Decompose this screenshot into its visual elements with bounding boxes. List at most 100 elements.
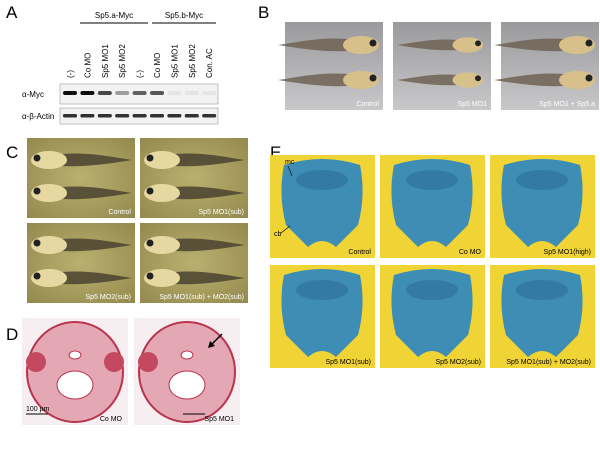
body: [144, 236, 180, 254]
eye: [585, 74, 593, 82]
cartilage-shade: [296, 170, 348, 190]
band: [167, 91, 182, 95]
eye: [146, 154, 154, 162]
band: [80, 114, 95, 118]
photo: [140, 138, 248, 218]
body: [452, 72, 484, 88]
tail: [175, 153, 245, 167]
body: [559, 36, 595, 54]
band: [97, 114, 112, 118]
band: [132, 91, 147, 95]
caption: Co MO: [459, 249, 482, 256]
eye-section: [138, 352, 158, 372]
annotation: mc: [285, 159, 295, 166]
caption: Sp5 MO1(sub): [198, 209, 244, 216]
lane-label: (-): [136, 70, 145, 78]
caption: Sp5 MO1(sub) + MO2(sub): [506, 359, 591, 366]
caption: Sp5 MO2(sub): [435, 359, 481, 366]
tadpole: [397, 37, 484, 53]
cartilage-shade: [516, 280, 568, 300]
tadpole: [144, 236, 245, 254]
tadpole: [278, 71, 379, 89]
panel-letter: A: [6, 3, 18, 22]
body: [144, 151, 180, 169]
tadpole: [31, 151, 132, 169]
eye: [585, 39, 593, 47]
body: [343, 36, 379, 54]
band: [115, 91, 130, 95]
body: [452, 37, 484, 53]
tadpole: [494, 36, 595, 54]
band: [63, 114, 77, 118]
lumen: [56, 370, 94, 400]
photo: [285, 22, 383, 110]
tail: [278, 73, 348, 87]
band: [202, 91, 217, 95]
lane-label: Con. AC: [205, 48, 214, 78]
lane-label: (-): [66, 70, 75, 78]
eye: [33, 272, 41, 280]
tail: [397, 39, 457, 51]
scale-label: 100 µm: [26, 406, 50, 413]
tadpole: [144, 184, 245, 202]
band: [63, 91, 77, 95]
annotation: cb: [274, 231, 282, 238]
tail: [175, 186, 245, 200]
pointer: [280, 225, 291, 234]
eye: [146, 187, 154, 195]
tadpole: [144, 151, 245, 169]
body: [343, 71, 379, 89]
tail: [397, 74, 457, 86]
eye: [475, 40, 481, 47]
band: [184, 114, 199, 118]
pointer: [287, 165, 293, 177]
eye: [146, 239, 154, 247]
caption: Sp5 MO1 + Sp5.a: [539, 101, 595, 108]
photo: [393, 22, 491, 110]
tadpole: [397, 72, 484, 88]
tail: [175, 271, 245, 285]
tail: [62, 186, 132, 200]
band: [132, 114, 147, 118]
photo: [501, 22, 599, 110]
eye: [33, 154, 41, 162]
lumen: [68, 350, 82, 360]
eye: [33, 239, 41, 247]
caption: Sp5 MO2(sub): [85, 294, 131, 301]
cartilage-shade: [406, 170, 458, 190]
tail: [62, 238, 132, 252]
arrow-head: [208, 341, 215, 348]
tadpole: [278, 36, 379, 54]
lane-label: Co MO: [153, 53, 162, 78]
caption: Control: [348, 249, 371, 256]
body: [559, 71, 595, 89]
band: [202, 114, 217, 118]
body: [144, 269, 180, 287]
eye: [369, 39, 377, 47]
caption: Sp5 MO1(high): [544, 249, 591, 256]
tail: [175, 238, 245, 252]
tadpole: [494, 71, 595, 89]
cartilage-shade: [516, 170, 568, 190]
body: [31, 236, 67, 254]
tadpole: [31, 236, 132, 254]
band: [167, 114, 182, 118]
band: [184, 91, 199, 95]
row-label: α-β-Actin: [22, 112, 54, 121]
caption: Sp5 MO1: [204, 416, 234, 423]
eye-section: [104, 352, 124, 372]
photo: [27, 223, 135, 303]
band: [150, 91, 164, 95]
tail: [278, 38, 348, 52]
panel-letter: E: [270, 143, 281, 162]
eye-section: [26, 352, 46, 372]
caption: Control: [108, 209, 131, 216]
eye: [146, 272, 154, 280]
lumen: [180, 350, 194, 360]
caption: Control: [356, 101, 379, 108]
photo: [27, 138, 135, 218]
panel-letter: B: [258, 3, 269, 22]
group-label: Sp5.b-Myc: [165, 11, 203, 20]
caption: Sp5 MO1(sub) + MO2(sub): [159, 294, 244, 301]
